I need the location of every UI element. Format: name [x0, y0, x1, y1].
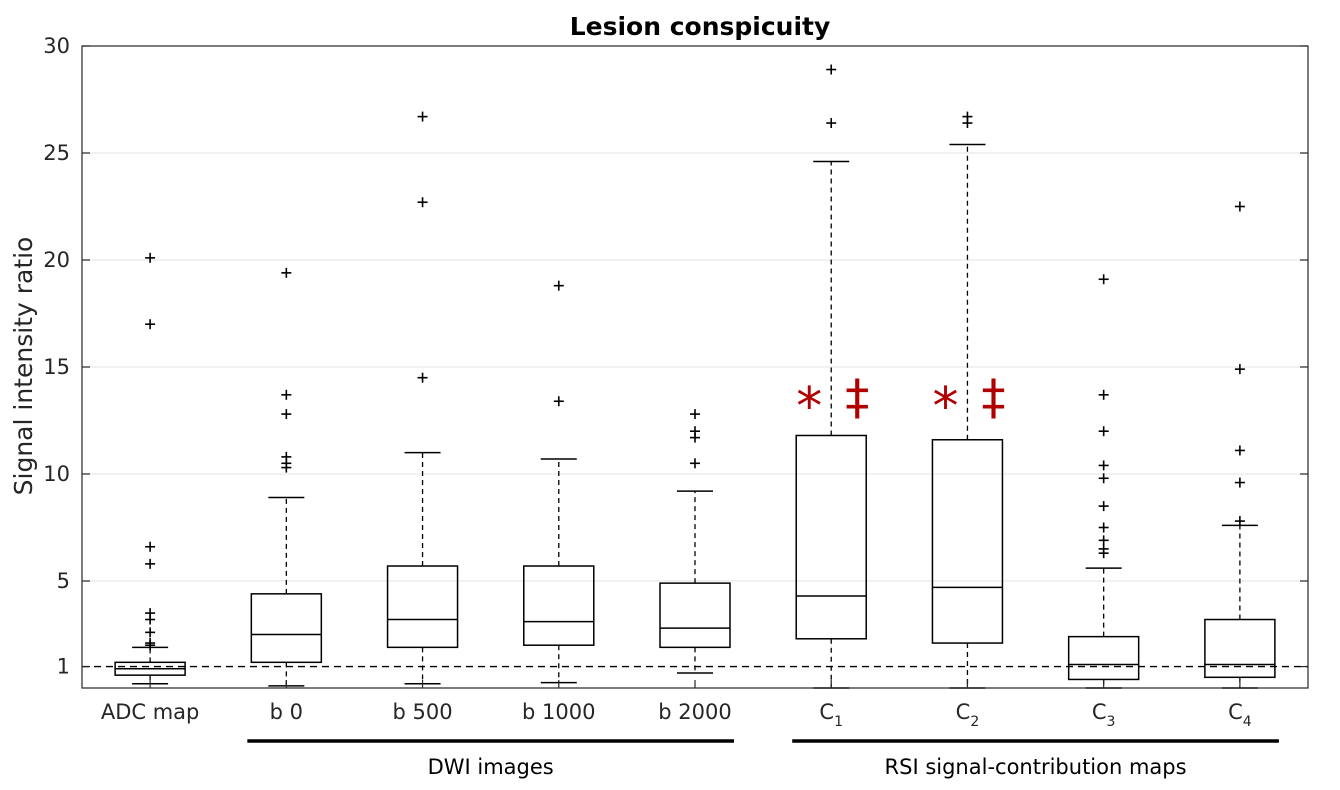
- outlier-marker: [1234, 201, 1245, 212]
- box-layer: [114, 64, 1276, 689]
- outlier-marker: [1234, 364, 1245, 375]
- outlier-marker: [553, 280, 564, 291]
- x-tick-main: ADC map: [101, 700, 200, 724]
- x-tick-subscript: 2: [970, 714, 979, 730]
- outlier-marker: [1234, 477, 1245, 488]
- outlier-marker: [417, 197, 428, 208]
- outlier-marker: [826, 64, 837, 75]
- iqr-box: [250, 593, 323, 664]
- iqr-box: [1204, 618, 1276, 679]
- significance-asterisk: *: [796, 377, 822, 437]
- x-tick-label: b 0: [270, 700, 303, 724]
- outlier-marker: [145, 614, 156, 625]
- outlier-marker: [1098, 501, 1109, 512]
- outlier-marker: [1098, 389, 1109, 400]
- outlier-marker: [1098, 535, 1109, 546]
- outlier-marker: [1234, 516, 1245, 527]
- outlier-marker: [1098, 473, 1109, 484]
- x-tick-label: C1: [819, 700, 843, 730]
- outlier-marker: [145, 558, 156, 569]
- x-tick-main: C: [956, 700, 971, 724]
- outlier-marker: [145, 627, 156, 638]
- outlier-marker: [690, 458, 700, 469]
- significance-double-dagger: ‡: [845, 370, 869, 426]
- box-1: [114, 252, 186, 685]
- iqr-box: [386, 565, 459, 649]
- x-tick-main: b 500: [393, 700, 453, 724]
- significance-double-dagger: ‡: [981, 370, 1005, 426]
- iqr-box: [523, 565, 595, 646]
- box-2: [250, 267, 323, 687]
- x-tick-label: b 500: [393, 700, 453, 724]
- outlier-marker: [281, 409, 292, 420]
- category-groups: DWI images RSI signal-contribution maps: [247, 739, 1279, 779]
- x-tick-subscript: 4: [1243, 714, 1252, 730]
- x-tick-main: C: [1092, 700, 1107, 724]
- y-tick-label: 15: [43, 355, 70, 379]
- y-tick-label: 1: [57, 655, 70, 679]
- x-tick-main: C: [819, 700, 834, 724]
- y-tick-label: 25: [43, 141, 70, 165]
- significance-asterisk: *: [932, 377, 958, 437]
- box-3: [386, 111, 459, 685]
- outlier-marker: [1098, 274, 1109, 285]
- x-tick-label: b 2000: [658, 700, 731, 724]
- outlier-marker: [690, 409, 700, 420]
- x-tick-label: ADC map: [101, 700, 200, 724]
- y-tick-label: 10: [43, 462, 70, 486]
- x-tick-label: b 1000: [522, 700, 595, 724]
- outlier-marker: [1234, 445, 1245, 456]
- group-label: RSI signal-contribution maps: [885, 755, 1187, 779]
- x-tick-main: C: [1228, 700, 1243, 724]
- box-9: [1204, 201, 1276, 689]
- outlier-marker: [417, 372, 428, 383]
- outlier-marker: [145, 640, 156, 651]
- y-axis-label: Signal intensity ratio: [9, 237, 38, 496]
- outlier-marker: [145, 252, 156, 263]
- outlier-marker: [1098, 548, 1109, 559]
- outlier-marker: [417, 111, 428, 122]
- outlier-marker: [1098, 460, 1109, 471]
- iqr-box: [931, 439, 1004, 644]
- x-tick-label: C3: [1092, 700, 1116, 730]
- y-tick-label: 20: [43, 248, 70, 272]
- outlier-marker: [145, 319, 156, 330]
- outlier-marker: [281, 389, 292, 400]
- x-tick-main: b 2000: [658, 700, 731, 724]
- group-label: DWI images: [428, 755, 554, 779]
- box-6: [795, 64, 867, 689]
- iqr-box: [795, 434, 867, 640]
- outlier-marker: [281, 462, 292, 473]
- outlier-marker: [690, 432, 700, 443]
- x-tick-label: C2: [956, 700, 980, 730]
- outlier-marker: [281, 267, 292, 278]
- outlier-marker: [826, 118, 837, 129]
- significance-markers: * ‡ * ‡: [796, 370, 1005, 437]
- outlier-marker: [962, 118, 973, 129]
- outlier-marker: [553, 396, 564, 407]
- x-tick-main: b 1000: [522, 700, 595, 724]
- outlier-marker: [145, 541, 156, 552]
- iqr-box: [1067, 635, 1140, 681]
- box-4: [523, 280, 595, 684]
- x-tick-label: C4: [1228, 700, 1252, 730]
- outlier-marker: [1098, 426, 1109, 437]
- box-5: [659, 409, 731, 674]
- x-tick-subscript: 1: [834, 714, 843, 730]
- outlier-marker: [1098, 522, 1109, 533]
- y-tick-label: 5: [57, 569, 70, 593]
- x-tick-subscript: 3: [1107, 714, 1116, 730]
- chart-title: Lesion conspicuity: [570, 12, 831, 41]
- iqr-box: [659, 582, 731, 649]
- x-tick-main: b 0: [270, 700, 303, 724]
- box-8: [1067, 274, 1140, 689]
- y-tick-label: 30: [43, 34, 70, 58]
